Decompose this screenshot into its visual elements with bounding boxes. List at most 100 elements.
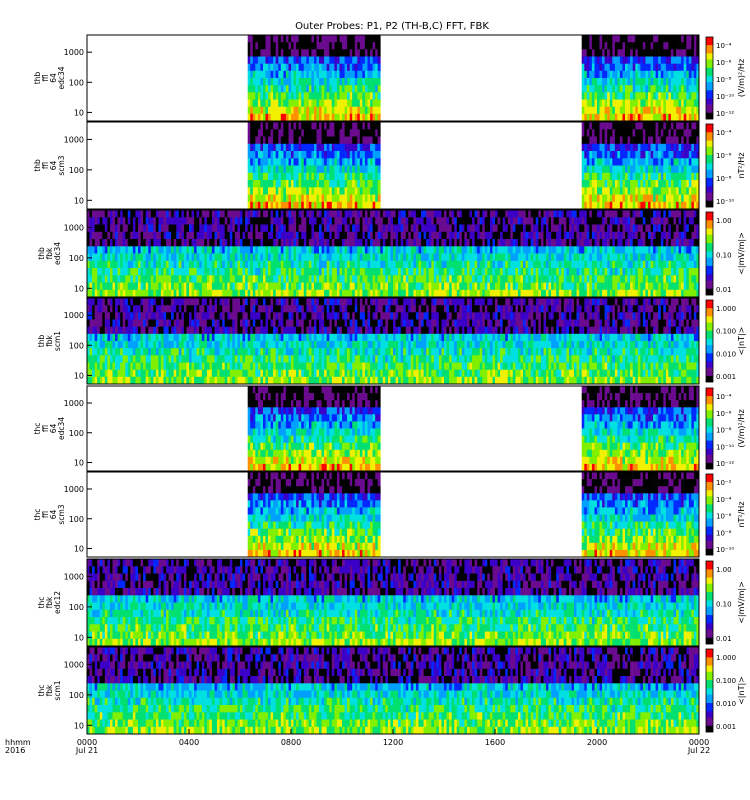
heat-cell: [273, 63, 276, 72]
heat-cell: [143, 275, 146, 283]
heat-cell: [678, 63, 682, 72]
heat-cell: [413, 275, 417, 283]
heat-cell: [168, 253, 172, 261]
heat-cell: [334, 49, 338, 57]
heat-cell: [681, 78, 684, 86]
heat-cell: [319, 210, 322, 218]
heat-cell: [686, 63, 690, 72]
heat-cell: [635, 78, 639, 86]
heat-cell: [683, 56, 687, 64]
heat-cell: [171, 282, 174, 290]
heat-cell: [252, 224, 256, 232]
heat-cell: [696, 56, 700, 64]
heat-cell: [283, 201, 287, 210]
heat-cell: [168, 210, 172, 218]
heat-cell: [459, 253, 463, 261]
heat-cell: [604, 194, 608, 202]
heat-cell: [270, 113, 274, 122]
heat-cell: [166, 260, 169, 269]
colorbar-step: [706, 126, 713, 129]
heat-cell: [362, 275, 366, 283]
heat-cell: [301, 239, 304, 247]
heat-cell: [403, 260, 407, 269]
heat-cell: [232, 231, 236, 240]
heat-cell: [599, 172, 603, 181]
heat-cell: [110, 253, 113, 261]
heat-cell: [94, 224, 98, 232]
heat-cell: [319, 194, 322, 202]
heat-cell: [153, 217, 157, 225]
heat-cell: [464, 260, 468, 269]
heat-cell: [191, 246, 195, 254]
heat-cell: [663, 113, 667, 122]
heat-cell: [196, 231, 200, 240]
heat-cell: [321, 49, 325, 57]
heat-cell: [619, 56, 623, 64]
heat-cell: [579, 253, 582, 261]
heat-cell: [339, 201, 343, 210]
heat-cell: [693, 113, 697, 122]
heat-cell: [635, 172, 639, 181]
heat-cell: [566, 239, 570, 247]
heat-cell: [418, 224, 422, 232]
heat-cell: [314, 151, 317, 159]
heat-cell: [653, 56, 656, 64]
heat-cell: [446, 231, 450, 240]
heat-cell: [270, 70, 274, 79]
heat-cell: [331, 239, 335, 247]
heat-cell: [132, 239, 136, 247]
heat-cell: [219, 239, 223, 247]
heat-cell: [331, 99, 335, 107]
heat-cell: [278, 224, 282, 232]
heat-cell: [204, 217, 208, 225]
heat-cell: [308, 224, 312, 232]
heat-cell: [398, 268, 401, 276]
heat-cell: [691, 136, 695, 144]
heat-cell: [326, 49, 330, 57]
heat-cell: [278, 260, 282, 269]
heat-cell: [347, 42, 350, 50]
heat-cell: [380, 275, 384, 283]
heat-cell: [495, 210, 498, 218]
heat-cell: [364, 246, 368, 254]
heat-cell: [446, 282, 450, 290]
heat-cell: [99, 224, 103, 232]
heat-cell: [331, 129, 335, 137]
heat-cell: [357, 113, 361, 122]
heat-cell: [505, 224, 509, 232]
heat-cell: [283, 129, 287, 137]
heat-cell: [252, 106, 256, 115]
heat-cell: [298, 239, 302, 247]
heat-cell: [181, 275, 185, 283]
heat-cell: [696, 180, 700, 188]
heat-cell: [678, 35, 682, 43]
heat-cell: [285, 253, 289, 261]
heat-cell: [505, 275, 509, 283]
heat-cell: [291, 224, 294, 232]
heat-cell: [329, 180, 333, 188]
heat-cell: [658, 172, 662, 181]
heat-cell: [505, 289, 509, 298]
heat-cell: [619, 42, 623, 50]
heat-cell: [663, 42, 667, 50]
heat-cell: [273, 49, 276, 57]
heat-cell: [329, 56, 333, 64]
colorbar-step: [706, 132, 713, 135]
heat-cell: [385, 239, 389, 247]
heat-cell: [372, 85, 376, 93]
heat-cell: [367, 217, 371, 225]
heat-cell: [599, 253, 603, 261]
heat-cell: [556, 260, 559, 269]
heat-cell: [263, 136, 266, 144]
heat-cell: [321, 63, 325, 72]
panel-ylabel: 64: [49, 73, 58, 83]
heat-cell: [599, 136, 603, 144]
heat-cell: [688, 201, 692, 210]
heat-cell: [138, 246, 141, 254]
heat-cell: [530, 268, 534, 276]
heat-cell: [250, 224, 253, 232]
heat-cell: [551, 224, 554, 232]
heat-cell: [352, 165, 356, 173]
heat-cell: [166, 253, 169, 261]
